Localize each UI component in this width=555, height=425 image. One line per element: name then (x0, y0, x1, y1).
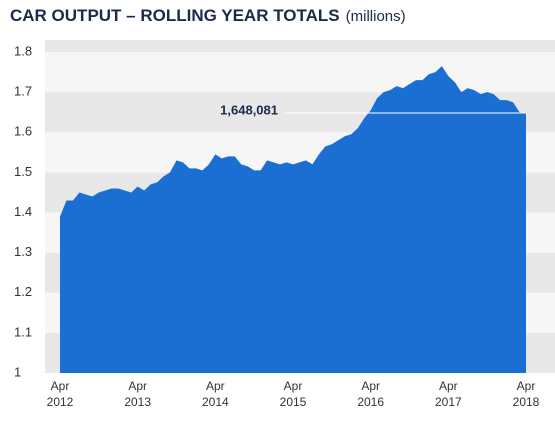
x-tick-label: Apr 2016 (357, 379, 384, 409)
x-tick-label: Apr 2018 (513, 379, 540, 409)
chart-subtitle: (millions) (346, 8, 406, 25)
chart-title: CAR OUTPUT – ROLLING YEAR TOTALS (10, 6, 340, 25)
y-tick-label: 1.1 (14, 324, 32, 339)
y-tick-label: 1.8 (14, 43, 32, 58)
grid-band (45, 40, 555, 53)
x-tick-label: Apr 2015 (280, 379, 307, 409)
y-tick-label: 1.7 (14, 84, 32, 99)
y-tick-label: 1.4 (14, 204, 32, 219)
x-tick-label: Apr 2013 (124, 379, 151, 409)
y-tick-label: 1.2 (14, 284, 32, 299)
x-tick-label: Apr 2012 (47, 379, 74, 409)
x-tick-label: Apr 2017 (435, 379, 462, 409)
area (60, 66, 526, 373)
annotation-label: 1,648,081 (220, 102, 278, 117)
chart-title-line: CAR OUTPUT – ROLLING YEAR TOTALS (million… (10, 6, 406, 25)
x-tick-label: Apr 2014 (202, 379, 229, 409)
y-tick-label: 1.3 (14, 244, 32, 259)
y-tick-label: 1.6 (14, 124, 32, 139)
y-tick-label: 1.5 (14, 164, 32, 179)
grid-band (45, 52, 555, 93)
y-tick-label: 1 (14, 364, 21, 379)
